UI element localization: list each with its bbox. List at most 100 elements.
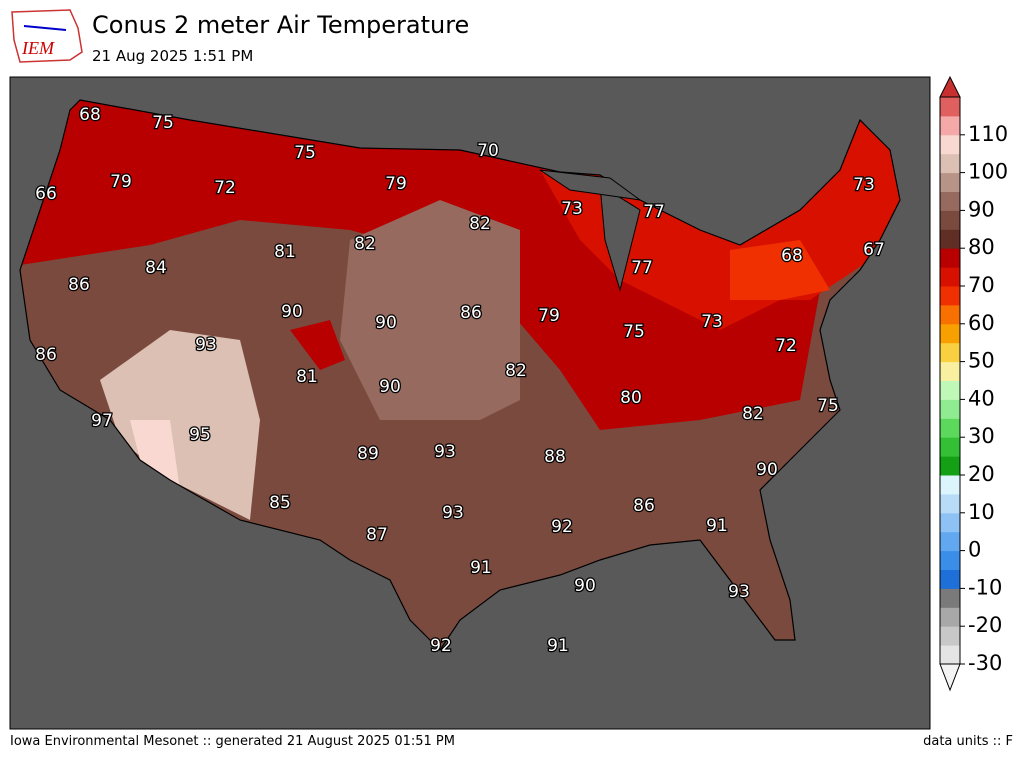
colorbar-band — [940, 134, 960, 155]
contour-label: 77 — [631, 258, 653, 278]
contour-label: 90 — [574, 576, 596, 596]
colorbar-band — [940, 607, 960, 627]
colorbar-band — [940, 115, 960, 136]
contour-label: 82 — [469, 214, 491, 234]
contour-label: 90 — [756, 460, 778, 480]
contour-label: 72 — [775, 336, 797, 356]
logo-text: IEM — [21, 38, 55, 58]
colorbar-band — [940, 210, 960, 230]
colorbar-band — [940, 531, 960, 552]
colorbar-band — [940, 304, 960, 325]
colorbar-band — [940, 191, 960, 211]
contour-label: 93 — [442, 503, 464, 523]
colorbar-band — [940, 229, 960, 249]
colorbar-band — [940, 626, 960, 646]
colorbar-band — [940, 342, 960, 363]
contour-label: 86 — [633, 496, 655, 516]
colorbar-tick-label: 100 — [968, 160, 1008, 184]
contour-label: 72 — [214, 178, 236, 198]
logo: IEM — [11, 9, 83, 63]
title: Conus 2 meter Air Temperature — [92, 11, 469, 39]
colorbar-tick-label: -10 — [968, 575, 1002, 599]
colorbar-tick-label: -20 — [968, 613, 1002, 637]
colorbar-outline — [939, 96, 961, 665]
colorbar-band — [940, 569, 960, 589]
colorbar-tick-label: 80 — [968, 235, 995, 259]
footer-right: data units :: F — [923, 734, 1013, 749]
colorbar-band — [940, 493, 960, 514]
colorbar-extend-bottom — [939, 663, 961, 692]
contour-label: 75 — [623, 322, 645, 342]
colorbar-band — [940, 153, 960, 174]
colorbar-tick-label: 110 — [968, 122, 1008, 146]
colorbar-band — [940, 437, 960, 457]
contour-label: 73 — [561, 199, 583, 219]
colorbar-band — [940, 323, 960, 344]
contour-label: 90 — [281, 302, 303, 322]
colorbar-band — [940, 418, 960, 438]
colorbar-tick-label: 0 — [968, 538, 981, 562]
subtitle: 21 Aug 2025 1:51 PM — [92, 47, 253, 65]
contour-label: 80 — [620, 388, 642, 408]
contour-label: 82 — [354, 234, 376, 254]
contour-label: 85 — [269, 493, 291, 513]
colorbar-band — [940, 248, 960, 268]
colorbar-tick-label: 50 — [968, 349, 995, 373]
region-hot — [130, 420, 180, 490]
colorbar-band — [940, 550, 960, 570]
colorbar-tick-label: 70 — [968, 273, 995, 297]
logo-outline — [11, 9, 83, 63]
colorbar-band — [940, 361, 960, 381]
contour-label: 75 — [152, 113, 174, 133]
contour-label: 89 — [357, 444, 379, 464]
contour-label: 88 — [544, 447, 566, 467]
colorbar-band — [940, 380, 960, 400]
lake-michigan — [599, 184, 641, 292]
colorbar-tick-label: 90 — [968, 197, 995, 221]
colorbar-tick-label: -30 — [968, 651, 1002, 675]
contour-label: 73 — [701, 312, 723, 332]
contour-label: 90 — [379, 377, 401, 397]
colorbar-band — [940, 645, 960, 665]
colorbar-tick-label: 10 — [968, 500, 995, 524]
colorbar-band — [940, 267, 960, 287]
contour-label: 79 — [110, 172, 132, 192]
lake-superior — [539, 169, 641, 201]
contour-label: 87 — [366, 525, 388, 545]
contour-label: 75 — [294, 143, 316, 163]
contour-label: 75 — [817, 396, 839, 416]
logo-line — [23, 25, 67, 31]
contour-label: 70 — [477, 141, 499, 161]
colorbar-band — [940, 172, 960, 192]
contour-label: 79 — [385, 174, 407, 194]
colorbar-tick-label: 20 — [968, 462, 995, 486]
contour-label: 81 — [274, 242, 296, 262]
contour-labels: 68 75 75 70 66 79 72 79 73 77 73 82 82 81 68 67 84 86 77 90… — [34, 104, 886, 658]
contour-label: 91 — [470, 558, 492, 578]
contour-label: 92 — [551, 517, 573, 537]
contour-label: 86 — [460, 303, 482, 323]
region-cool-mountain — [290, 320, 345, 370]
colorbar-extend-top — [939, 75, 961, 98]
footer-left: Iowa Environmental Mesonet :: generated … — [10, 734, 455, 749]
region-desert — [100, 330, 260, 520]
contour-label: 82 — [505, 361, 527, 381]
colorbar-band — [940, 399, 960, 419]
contour-label: 77 — [643, 202, 665, 222]
contour-label: 93 — [434, 442, 456, 462]
colorbar-tick-label: 30 — [968, 424, 995, 448]
contour-label: 95 — [189, 425, 211, 445]
contour-label: 86 — [68, 275, 90, 295]
contour-label: 68 — [781, 246, 803, 266]
contour-label: 93 — [728, 582, 750, 602]
region-orange — [730, 240, 830, 300]
contour-label: 67 — [863, 240, 885, 260]
colorbar-band — [940, 456, 960, 476]
contour-label: 93 — [195, 335, 217, 355]
contour-label: 91 — [706, 516, 728, 536]
colorbar-tick-label: 60 — [968, 311, 995, 335]
colorbar-band — [940, 588, 960, 608]
colorbar-band — [940, 97, 960, 117]
contour-label: 86 — [35, 345, 57, 365]
